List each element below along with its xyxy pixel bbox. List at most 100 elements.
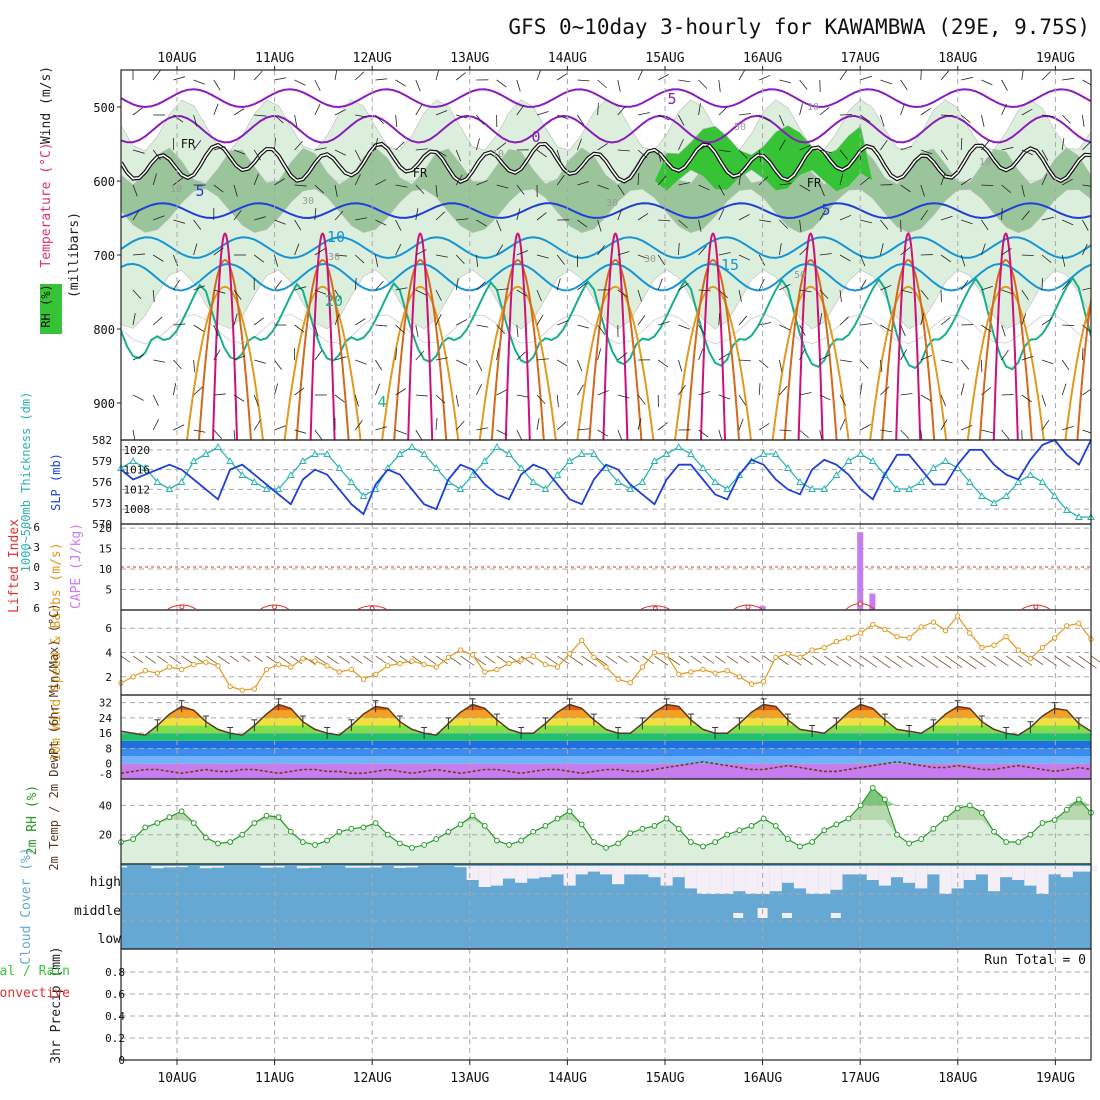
thickness-point [420,449,428,457]
contour-label: 30 [302,196,314,207]
wind-speed-point [979,644,985,651]
upper-wind-barb [556,421,567,431]
li-point [857,601,863,607]
thickness-axis-title: 1000~500mb Thickness (dm) [19,392,33,573]
wind-speed-point [1064,623,1070,629]
rh-point [348,825,355,832]
rh-point [906,840,913,847]
upper-wind-barb [738,289,742,302]
upper-wind-barb [173,279,181,291]
high-cloud-gap [915,866,928,889]
high-cloud-gap [1048,866,1061,875]
surface-wind-barb [266,655,278,664]
upper-wind-barb [375,359,383,371]
surface-wind-barb [872,655,891,669]
upper-wind-barb [637,289,642,302]
wind-speed-point [433,664,439,670]
upper-wind-barb [779,359,783,372]
rh-point [493,837,500,844]
wind-speed-point [397,660,403,667]
upper-wind-barb [375,138,378,151]
upper-wind-barb [860,219,872,224]
upper-wind-barb [637,394,646,405]
upper-wind-barb [415,350,425,361]
upper-wind-barb [1082,347,1084,361]
cloud-level-label: low [98,932,122,947]
surface-wind-barb [654,655,669,666]
precip-tick-label: 0.2 [105,1032,125,1045]
wind-speed-point [724,668,730,674]
upper-wind-barb [516,429,523,440]
thickness-point [1075,512,1083,520]
upper-wind-barb [334,210,344,221]
high-cloud-gap [890,866,904,878]
upper-wind-barb [556,394,559,407]
temp-tick-label: 0 [105,758,112,771]
warm-lobe-contour [588,259,643,440]
contour-label: 30 [644,254,656,265]
upper-wind-barb [920,394,932,402]
date-label-bottom: 15AUG [645,1071,684,1086]
upper-wind-barb [758,383,761,396]
upper-wind-barb [960,254,966,267]
rh-point [675,825,682,832]
thickness-point [1038,477,1047,485]
thickness-point [868,456,877,464]
upper-wind-barb [1001,289,1014,295]
upper-wind-barb [698,324,706,336]
upper-wind-barb [152,149,161,160]
wind-speed-point [445,654,452,661]
thickness-point [517,463,525,471]
upper-wind-barb [516,79,521,92]
warm-lobe-contour [674,286,752,440]
temp-tick-label: 16 [99,727,112,740]
upper-wind-barb [577,219,588,228]
upper-wind-barb [597,324,606,335]
upper-wind-barb [859,359,869,369]
rh-fill-low [121,820,1091,864]
warm-lobe-contour [992,232,1019,440]
wind-speed-point [1027,655,1034,662]
upper-wind-barb [758,254,766,266]
upper-wind-barb [516,351,526,361]
upper-wind-barb [556,73,568,81]
upper-wind-barb [213,324,219,337]
high-cloud-gap [1036,866,1049,894]
upper-wind-barb [516,105,525,116]
upper-wind-barb [617,79,621,92]
upper-wind-barb [920,354,933,361]
wind-speed-point [833,638,840,645]
thickness-point [1050,491,1059,499]
upper-wind-barb [738,173,742,186]
upper-wind-barb [759,114,770,122]
upper-wind-barb [213,103,219,116]
upper-wind-barb [173,254,179,267]
thickness-tick-label: 582 [92,434,112,447]
surface-wind-barb [690,655,702,664]
upper-wind-barb [233,313,238,326]
surface-wind-barb [727,655,739,664]
upper-wind-barb [355,359,367,365]
upper-wind-barb [779,219,789,229]
upper-wind-barb [678,138,684,151]
cloud-level-label: high [90,875,121,890]
upper-wind-barb [880,324,891,332]
upper-wind-barb [940,114,954,117]
upper-wind-barb [940,394,947,407]
upper-wind-barb [557,320,569,326]
warm-lobe-contour [309,232,336,440]
upper-wind-barb [395,429,407,435]
upper-wind-barb [536,418,540,431]
upper-wind-barb [415,148,428,151]
rh-point [360,824,367,831]
upper-wind-barb [516,208,521,221]
thickness-point [820,484,829,492]
upper-wind-barb [839,359,852,363]
upper-wind-barb [960,114,971,124]
upper-wind-barb [859,114,871,123]
contour-label: 10 [492,149,504,160]
rh-point [869,784,876,791]
high-cloud-gap [1072,866,1085,872]
warm-lobe-contour [504,232,531,440]
